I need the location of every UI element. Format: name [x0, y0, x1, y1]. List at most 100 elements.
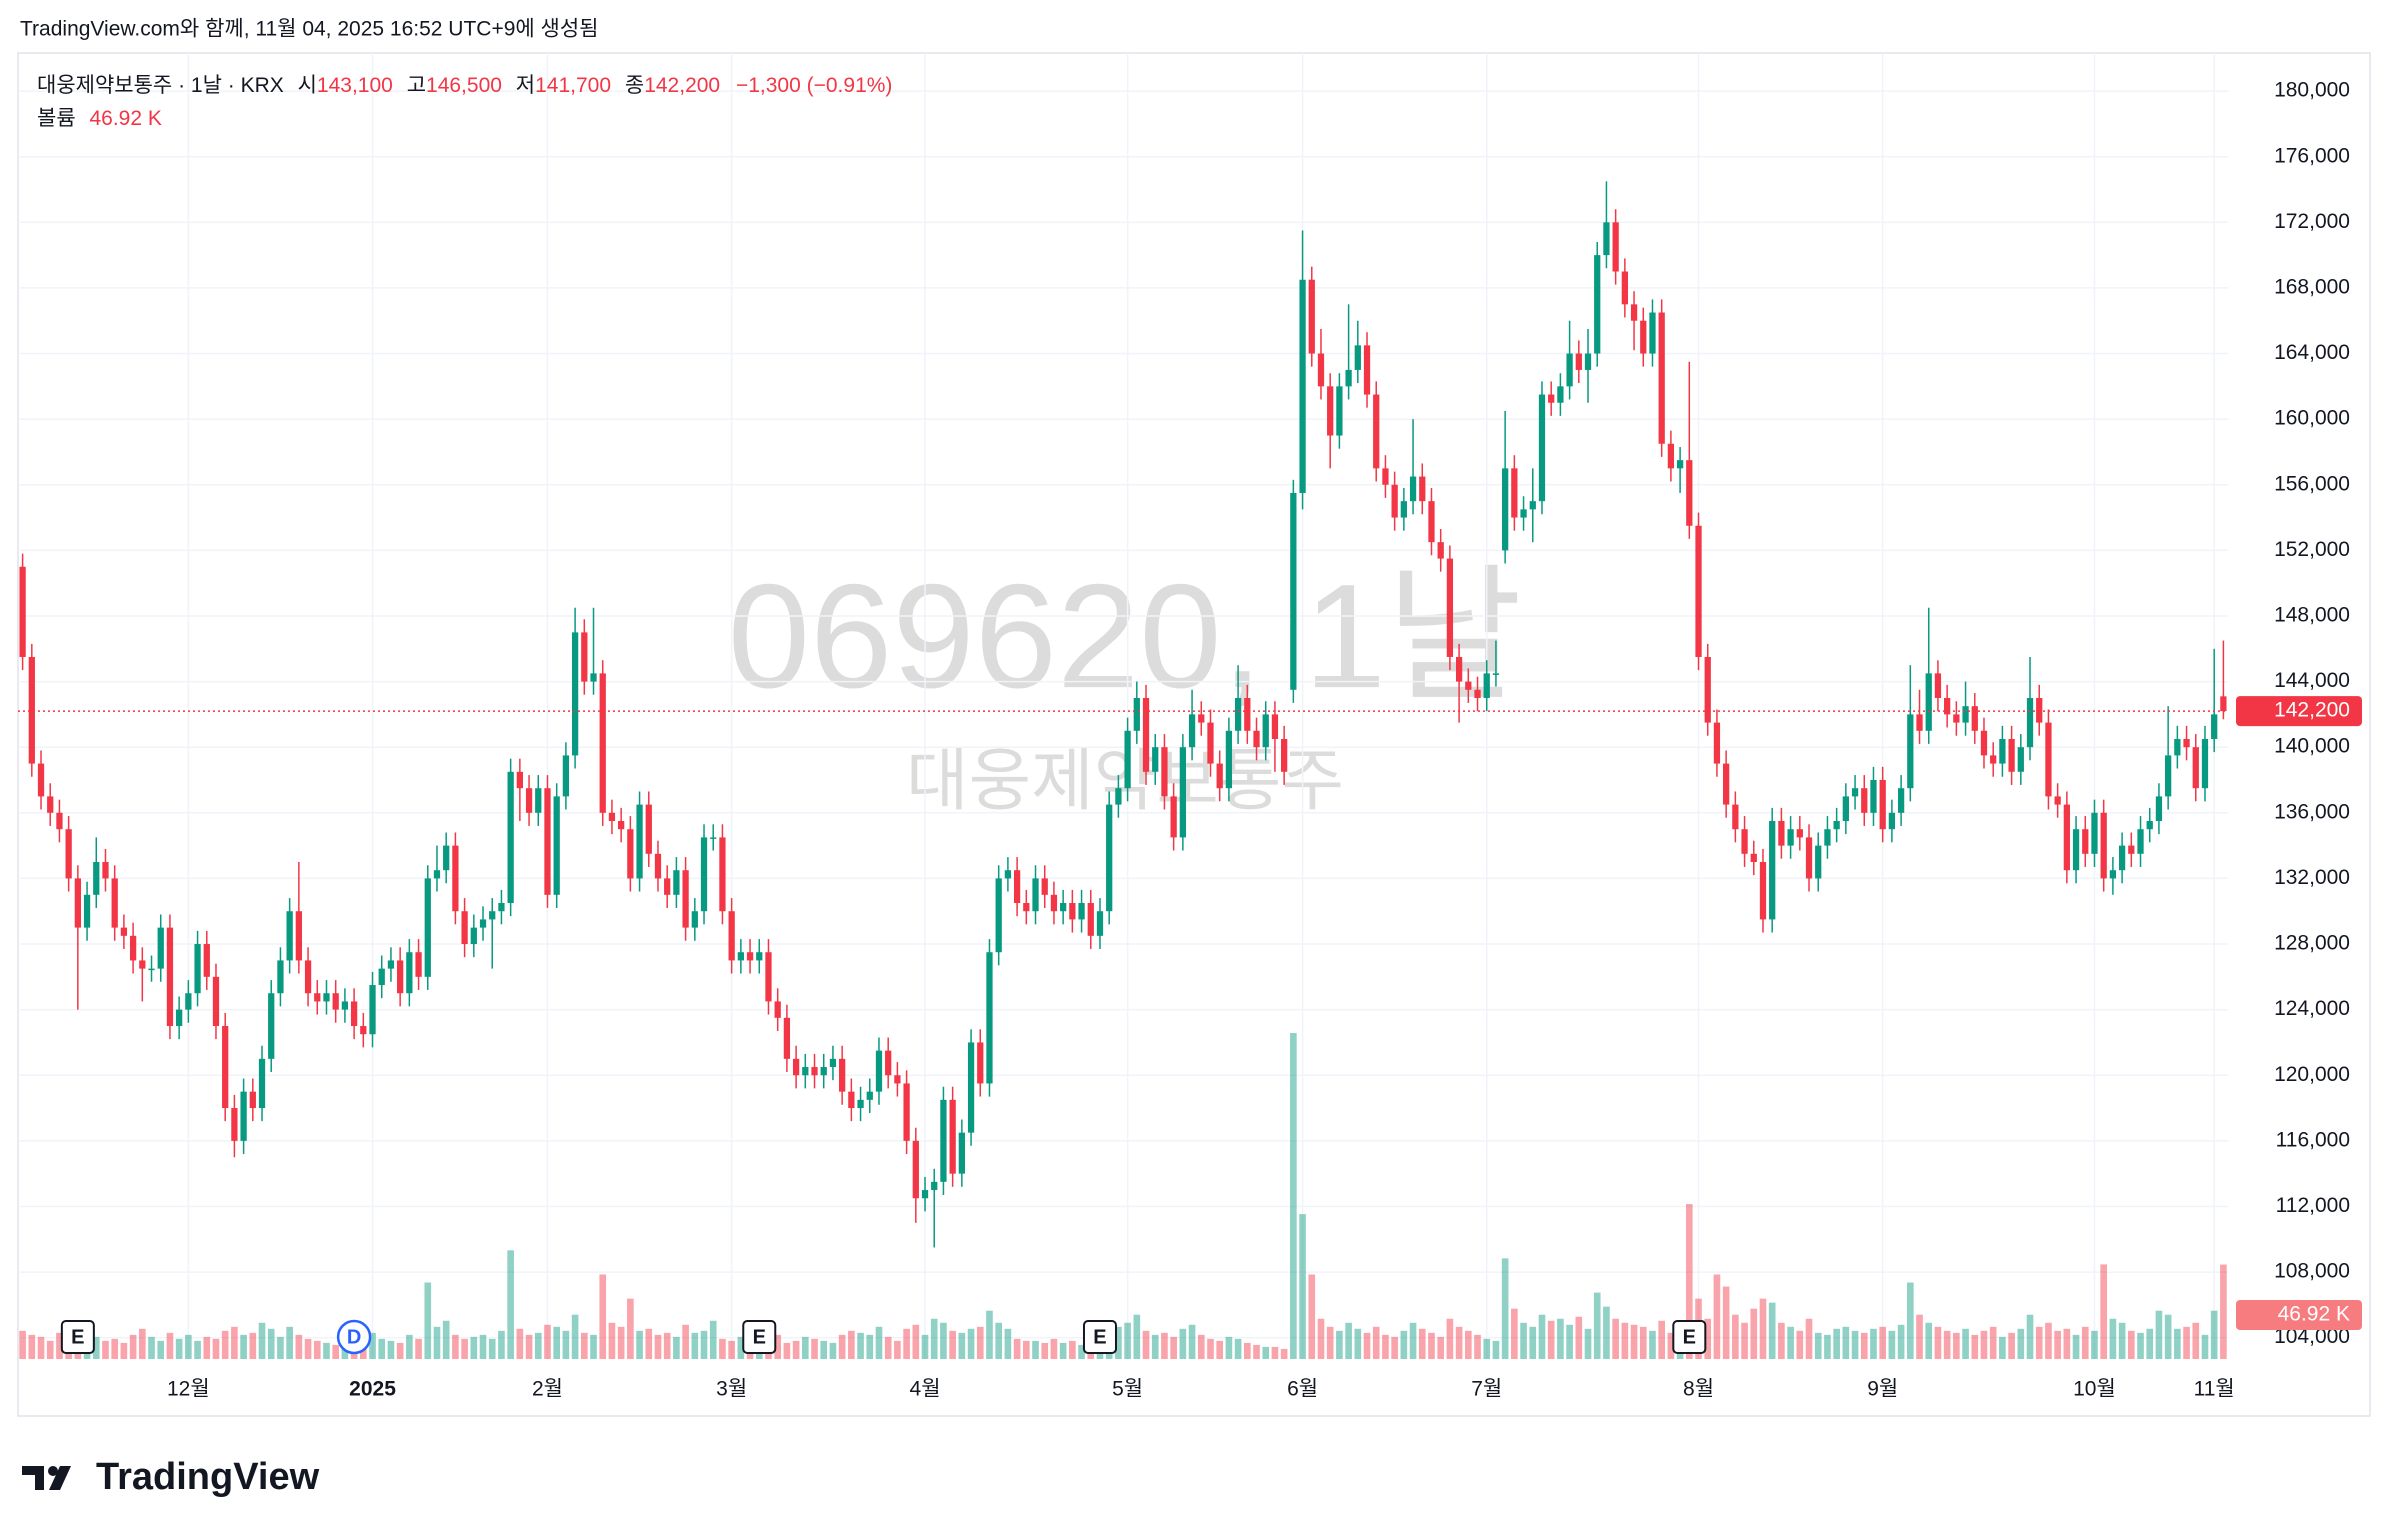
candle-body: [203, 944, 210, 977]
volume-bar: [1658, 1320, 1666, 1359]
volume-bar: [608, 1322, 616, 1359]
candle-body: [1603, 222, 1610, 256]
candle-body: [802, 1067, 809, 1076]
candle-body: [1078, 903, 1085, 920]
volume-bar: [571, 1314, 579, 1359]
candle-body: [1096, 911, 1104, 936]
volume-bar: [488, 1338, 496, 1359]
candle-body: [1253, 730, 1260, 748]
candle-body: [1013, 870, 1021, 904]
volume-bar: [1179, 1328, 1187, 1359]
volume-bar: [1170, 1336, 1177, 1359]
volume-bar: [544, 1324, 551, 1359]
candle-body: [1004, 870, 1012, 879]
volume-bar: [1418, 1328, 1426, 1359]
candle-body: [332, 993, 339, 1010]
candle-body: [1630, 304, 1638, 321]
volume-bar: [811, 1338, 818, 1359]
legend-high-label: 고: [407, 74, 426, 97]
volume-bar: [599, 1274, 607, 1359]
candle-body: [1612, 222, 1619, 272]
candle-body: [700, 837, 708, 912]
volume-bar: [2201, 1334, 2209, 1359]
volume-bar: [875, 1326, 883, 1359]
volume-bar: [654, 1334, 662, 1359]
candle-body: [323, 993, 330, 1002]
candle-body: [1676, 460, 1684, 469]
candle-body: [737, 952, 744, 961]
volume-bar: [1004, 1328, 1012, 1359]
candle-body: [1142, 697, 1150, 772]
x-tick-label: 8월: [1683, 1378, 1714, 1401]
y-tick-label: 128,000: [2274, 932, 2350, 955]
candle-body: [2146, 821, 2153, 830]
volume-bar: [1685, 1204, 1693, 1359]
candle-body: [65, 829, 72, 879]
candle-body: [1990, 755, 1997, 764]
volume-bar: [636, 1330, 643, 1359]
event-label: E: [1093, 1326, 1106, 1348]
event-label: E: [753, 1326, 766, 1348]
candle-body: [2045, 722, 2052, 797]
volume-bar: [1483, 1338, 1491, 1359]
volume-bar: [1768, 1302, 1776, 1359]
candle-body: [2082, 829, 2089, 854]
volume-bar: [1943, 1330, 1951, 1359]
candle-body: [1934, 673, 1942, 698]
logo-dot: [48, 1466, 58, 1476]
candle-body: [1400, 501, 1407, 518]
volume-bar: [838, 1334, 846, 1359]
candle-body: [1962, 706, 1969, 723]
legend-high: 146,500: [426, 74, 502, 97]
volume-bar: [1980, 1330, 1988, 1359]
volume-bar: [2174, 1328, 2181, 1359]
candle-body: [148, 968, 155, 971]
volume-bar: [866, 1334, 874, 1359]
candle-body: [240, 1091, 247, 1141]
volume-bar: [1501, 1258, 1509, 1359]
volume-bar: [1216, 1340, 1224, 1359]
volume-bar: [1814, 1332, 1822, 1359]
volume-bar: [1962, 1328, 1969, 1359]
volume-bar: [1492, 1340, 1500, 1359]
x-tick-label: 4월: [910, 1378, 941, 1401]
candle-body: [627, 829, 634, 879]
x-tick-label: 6월: [1287, 1378, 1318, 1401]
candle-body: [2100, 812, 2107, 879]
volume-bar: [553, 1326, 561, 1359]
last-volume-label: 46.92 K: [2278, 1303, 2350, 1326]
volume-bar: [820, 1340, 828, 1359]
legend-line: 대웅제약보통주 · 1날 · KRX 시143,100 고146,500 저14…: [37, 74, 892, 97]
y-tick-label: 120,000: [2274, 1063, 2350, 1086]
candle-body: [995, 878, 1002, 953]
volume-bar: [1722, 1286, 1730, 1359]
volume-bar: [387, 1340, 395, 1359]
candle-body: [350, 1001, 358, 1027]
y-tick-label: 176,000: [2274, 144, 2350, 167]
candle-body: [1234, 697, 1242, 731]
volume-bar: [1308, 1274, 1316, 1359]
candle-body: [1879, 779, 1886, 830]
volume-bar: [406, 1334, 413, 1359]
volume-bar: [1133, 1314, 1141, 1359]
candle-body: [885, 1050, 892, 1076]
candle-body: [1778, 821, 1785, 846]
candle-body: [765, 952, 772, 1002]
volume-bar: [1124, 1322, 1131, 1359]
candle-body: [1538, 394, 1546, 502]
volume-bar: [709, 1320, 717, 1359]
candle-body: [258, 1058, 266, 1109]
volume-bar: [737, 1336, 745, 1359]
volume-bar: [424, 1282, 432, 1359]
volume-bar: [1225, 1336, 1233, 1359]
volume-bar: [2026, 1314, 2034, 1359]
volume-bar: [949, 1330, 956, 1359]
volume-bar: [2220, 1264, 2227, 1359]
candle-body: [599, 673, 606, 813]
volume-bar: [783, 1342, 791, 1359]
volume-bar: [848, 1330, 855, 1359]
candle-body: [728, 911, 735, 961]
volume-bar: [442, 1320, 450, 1359]
volume-bar: [1234, 1338, 1242, 1359]
